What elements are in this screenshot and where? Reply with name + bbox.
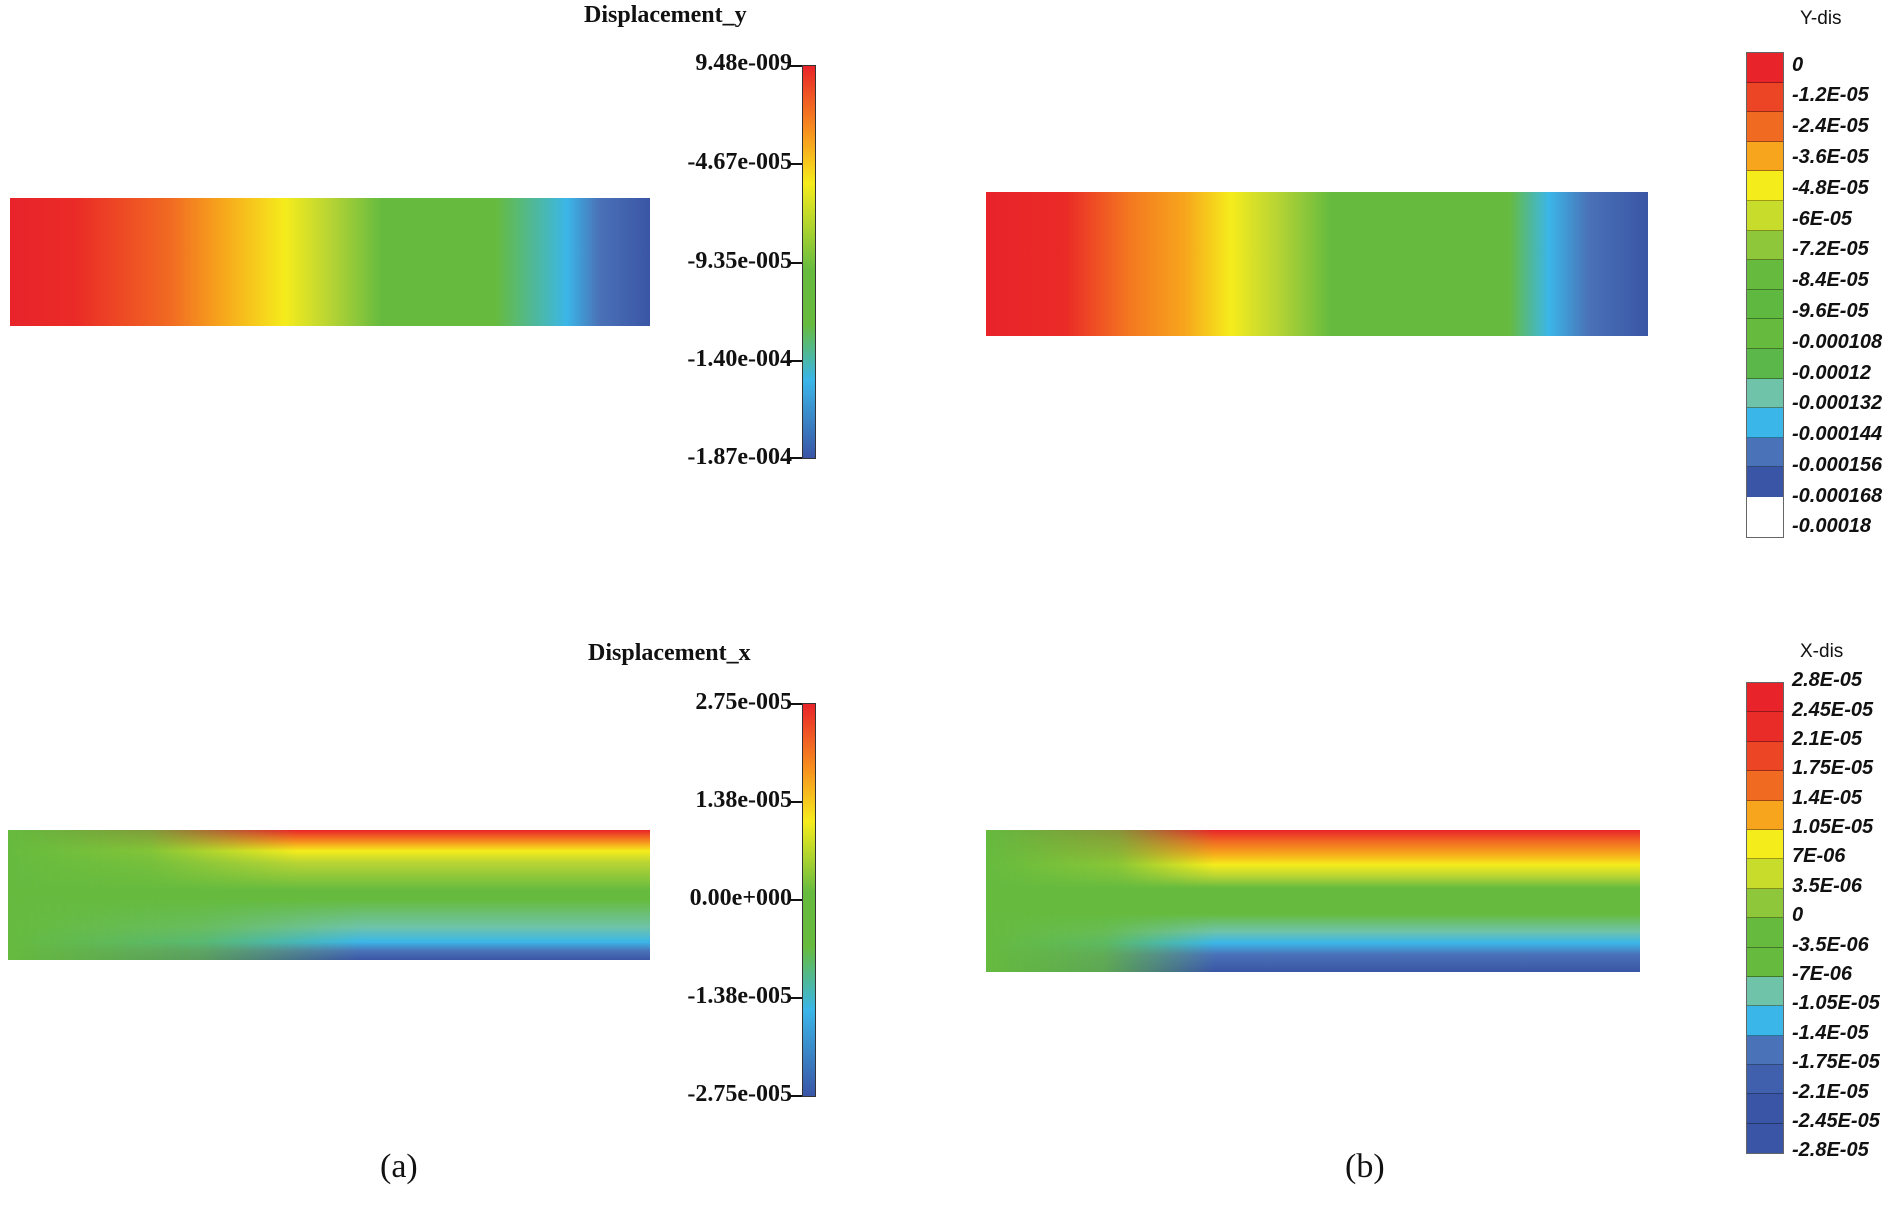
colorbar-a-bottom-tick: -2.75e-005 bbox=[687, 1081, 792, 1107]
colorbar-a-bottom-tick: 1.38e-005 bbox=[695, 787, 792, 813]
colorbar-b-top-level: -0.000108 bbox=[1792, 331, 1883, 353]
colorbar-a-bottom-tick: 0.00e+000 bbox=[689, 885, 792, 911]
colorbar-b-top-level: -0.000144 bbox=[1792, 423, 1883, 445]
plot-a-bottom-title: Displacement_x bbox=[588, 640, 751, 666]
colorbar-b-top bbox=[1746, 52, 1784, 538]
colorbar-a-top-tick: -4.67e-005 bbox=[687, 149, 792, 175]
colorbar-b-top-level: -0.000156 bbox=[1792, 454, 1883, 476]
colorbar-b-top-level: -0.000168 bbox=[1792, 485, 1883, 507]
colorbar-b-top-level: -6E-05 bbox=[1792, 208, 1853, 230]
colorbar-b-bottom-level: 2.8E-05 bbox=[1792, 669, 1863, 691]
colorbar-b-bottom-level: 2.1E-05 bbox=[1792, 728, 1863, 750]
colorbar-b-bottom bbox=[1746, 682, 1784, 1154]
plot-a-bottom-field bbox=[8, 830, 650, 960]
colorbar-b-bottom-level: -3.5E-06 bbox=[1792, 934, 1869, 956]
plot-b-top-title: Y-dis bbox=[1800, 8, 1842, 29]
colorbar-b-top-level: 0 bbox=[1792, 54, 1804, 76]
colorbar-b-bottom-level: 2.45E-05 bbox=[1792, 699, 1874, 721]
colorbar-a-top bbox=[802, 65, 816, 459]
colorbar-b-top-level: -0.00012 bbox=[1792, 362, 1871, 384]
plot-b-top-field bbox=[986, 192, 1648, 336]
colorbar-b-top-level: -0.00018 bbox=[1792, 515, 1871, 537]
colorbar-b-bottom-level: 1.05E-05 bbox=[1792, 816, 1874, 838]
colorbar-b-bottom-level: 0 bbox=[1792, 904, 1804, 926]
colorbar-b-top-level: -2.4E-05 bbox=[1792, 115, 1869, 137]
colorbar-b-top-level: -3.6E-05 bbox=[1792, 146, 1869, 168]
colorbar-a-bottom-tick: -1.38e-005 bbox=[687, 983, 792, 1009]
plot-a-top-title: Displacement_y bbox=[584, 2, 747, 28]
colorbar-b-bottom-level: -2.8E-05 bbox=[1792, 1139, 1869, 1161]
plot-a-top-field bbox=[10, 198, 650, 326]
colorbar-b-bottom-level: 1.75E-05 bbox=[1792, 757, 1874, 779]
colorbar-b-top-level: -8.4E-05 bbox=[1792, 269, 1869, 291]
caption-b: (b) bbox=[1345, 1148, 1385, 1185]
colorbar-b-bottom-level: -2.45E-05 bbox=[1792, 1110, 1880, 1132]
colorbar-a-bottom bbox=[802, 703, 816, 1097]
colorbar-b-bottom-level: -1.05E-05 bbox=[1792, 992, 1880, 1014]
plot-b-bottom-title: X-dis bbox=[1800, 641, 1844, 662]
plot-b-bottom-field bbox=[986, 830, 1640, 972]
colorbar-a-top-tick: -1.87e-004 bbox=[687, 444, 792, 470]
colorbar-b-top-level: -4.8E-05 bbox=[1792, 177, 1869, 199]
caption-a: (a) bbox=[380, 1148, 418, 1185]
colorbar-b-top-level: -0.000132 bbox=[1792, 392, 1883, 414]
colorbar-b-top-level: -9.6E-05 bbox=[1792, 300, 1869, 322]
colorbar-b-top-level: -1.2E-05 bbox=[1792, 84, 1869, 106]
colorbar-a-top-tick: -9.35e-005 bbox=[687, 248, 792, 274]
colorbar-b-bottom-level: -1.4E-05 bbox=[1792, 1022, 1869, 1044]
colorbar-b-bottom-level: -1.75E-05 bbox=[1792, 1051, 1880, 1073]
colorbar-b-bottom-level: -2.1E-05 bbox=[1792, 1081, 1869, 1103]
colorbar-a-bottom-tick: 2.75e-005 bbox=[695, 689, 792, 715]
colorbar-a-top-tick: 9.48e-009 bbox=[695, 50, 792, 76]
colorbar-b-bottom-level: -7E-06 bbox=[1792, 963, 1853, 985]
colorbar-b-bottom-level: 7E-06 bbox=[1792, 845, 1846, 867]
colorbar-a-top-tick: -1.40e-004 bbox=[687, 346, 792, 372]
colorbar-b-top-level: -7.2E-05 bbox=[1792, 238, 1869, 260]
colorbar-b-bottom-level: 3.5E-06 bbox=[1792, 875, 1863, 897]
colorbar-b-bottom-level: 1.4E-05 bbox=[1792, 787, 1863, 809]
